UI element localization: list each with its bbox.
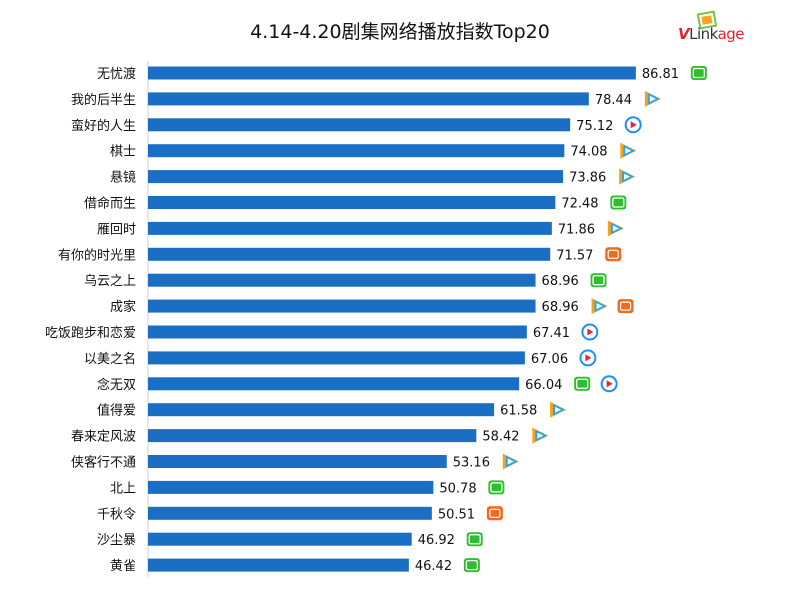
value-label: 46.92 bbox=[418, 533, 455, 548]
value-label: 86.81 bbox=[642, 67, 679, 82]
youku-icon-play bbox=[585, 354, 592, 362]
category-label: 侠客行不通 bbox=[71, 455, 136, 471]
value-label: 68.96 bbox=[542, 300, 579, 315]
iqiyi-icon-inner bbox=[612, 197, 625, 208]
bar bbox=[148, 480, 434, 494]
iqiyi-icon bbox=[466, 532, 483, 547]
category-label: 念无双 bbox=[97, 377, 136, 393]
iqiyi-icon bbox=[690, 66, 707, 80]
tencent-video-icon-core bbox=[625, 147, 632, 154]
value-label: 75.12 bbox=[576, 119, 613, 134]
category-label: 雁回时 bbox=[97, 222, 136, 237]
value-label: 66.04 bbox=[525, 378, 562, 393]
value-label: 67.06 bbox=[531, 352, 568, 367]
tencent-video-icon-core bbox=[507, 458, 514, 465]
bar bbox=[148, 455, 447, 468]
bar bbox=[148, 170, 564, 184]
logo-text: VLinkage bbox=[678, 25, 745, 43]
mango-tv-icon-inner bbox=[607, 249, 619, 259]
value-label: 46.42 bbox=[415, 559, 452, 574]
value-label: 68.96 bbox=[542, 274, 579, 289]
category-label: 有你的时光里 bbox=[58, 247, 136, 263]
bar bbox=[148, 247, 551, 261]
category-label: 成家 bbox=[110, 299, 136, 315]
category-label: 悬镜 bbox=[110, 171, 136, 186]
category-label: 我的后半生 bbox=[71, 92, 136, 108]
category-label: 春来定风波 bbox=[71, 430, 136, 445]
bar bbox=[148, 118, 571, 132]
mango-tv-icon-inner bbox=[619, 301, 632, 311]
bar bbox=[148, 351, 525, 365]
value-label: 50.51 bbox=[438, 507, 475, 522]
youku-icon-play bbox=[606, 380, 613, 388]
value-label: 58.42 bbox=[482, 430, 519, 445]
value-label: 53.16 bbox=[453, 456, 490, 471]
bar bbox=[148, 506, 432, 520]
value-label: 73.86 bbox=[569, 171, 606, 186]
category-label: 蛮好的人生 bbox=[71, 118, 136, 134]
chart-title: 4.14-4.20剧集网络播放指数Top20 bbox=[250, 21, 550, 43]
youku-icon-play bbox=[587, 328, 594, 336]
category-label: 北上 bbox=[110, 481, 136, 496]
vlinkage-logo: VLinkage bbox=[672, 10, 762, 43]
category-label: 值得爱 bbox=[97, 403, 136, 419]
category-label: 黄雀 bbox=[110, 559, 136, 574]
tencent-video-icon-core bbox=[624, 173, 631, 180]
category-label: 借命而生 bbox=[84, 196, 136, 212]
value-label: 78.44 bbox=[595, 93, 632, 108]
category-label: 沙尘暴 bbox=[97, 533, 136, 548]
category-label: 棋士 bbox=[110, 145, 136, 160]
category-label: 乌云之上 bbox=[84, 273, 136, 289]
iqiyi-icon bbox=[488, 480, 505, 495]
mango-tv-icon-inner bbox=[489, 508, 501, 518]
bar bbox=[148, 196, 556, 209]
bar bbox=[148, 558, 409, 572]
tencent-video-icon-core bbox=[555, 406, 562, 413]
value-label: 61.58 bbox=[500, 404, 537, 419]
iqiyi-icon-inner bbox=[592, 275, 605, 286]
category-label: 吃饭跑步和恋爱 bbox=[45, 325, 136, 341]
value-label: 67.41 bbox=[533, 326, 570, 341]
bar bbox=[148, 299, 536, 313]
iqiyi-icon-inner bbox=[575, 378, 589, 389]
bar bbox=[148, 403, 495, 417]
value-label: 71.57 bbox=[556, 248, 593, 263]
iqiyi-icon-inner bbox=[692, 67, 706, 79]
category-label: 千秋令 bbox=[97, 507, 136, 522]
bar bbox=[148, 273, 536, 287]
value-label: 71.86 bbox=[558, 222, 595, 237]
iqiyi-icon bbox=[610, 195, 627, 210]
iqiyi-icon-inner bbox=[490, 482, 503, 493]
bar bbox=[148, 144, 565, 158]
iqiyi-icon bbox=[463, 558, 480, 573]
tencent-video-icon-core bbox=[596, 303, 603, 310]
category-label: 以美之名 bbox=[84, 351, 136, 367]
bar bbox=[148, 429, 477, 443]
bar bbox=[148, 92, 589, 106]
value-label: 72.48 bbox=[561, 197, 598, 212]
category-label: 无忧渡 bbox=[97, 66, 136, 82]
value-label: 50.78 bbox=[439, 481, 476, 496]
value-label: 74.08 bbox=[570, 145, 607, 160]
tencent-video-icon-core bbox=[649, 95, 656, 102]
iqiyi-icon-inner bbox=[465, 559, 479, 571]
iqiyi-icon bbox=[590, 273, 607, 288]
bar bbox=[148, 66, 636, 80]
bar bbox=[148, 377, 520, 391]
tencent-video-icon-core bbox=[612, 225, 619, 232]
youku-icon-play bbox=[630, 121, 637, 129]
bar bbox=[148, 325, 527, 339]
bar bbox=[148, 532, 412, 546]
iqiyi-icon bbox=[574, 376, 591, 391]
tencent-video-icon-core bbox=[537, 432, 544, 439]
iqiyi-icon-inner bbox=[468, 534, 481, 545]
bar bbox=[148, 221, 552, 235]
